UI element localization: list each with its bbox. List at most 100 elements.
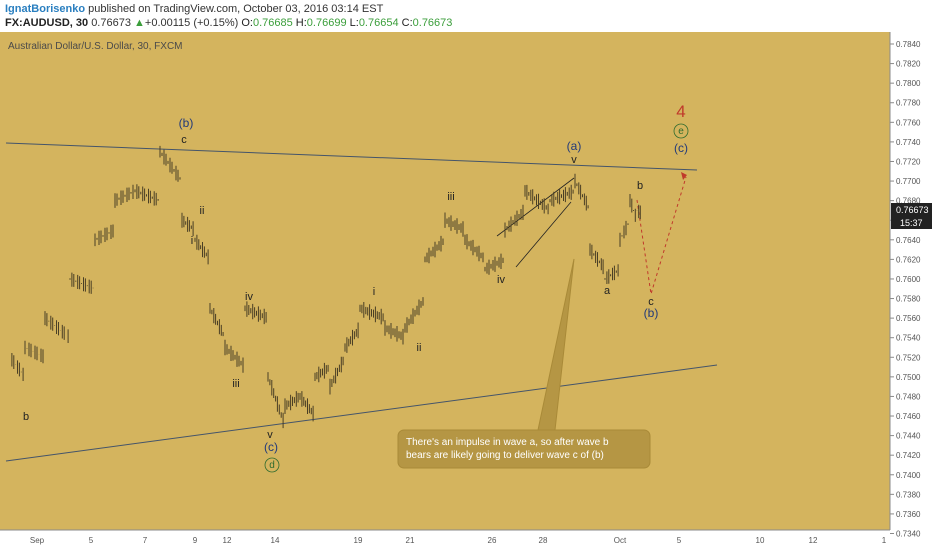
time-tick-label: 12 (223, 536, 232, 545)
price-tick-label: 0.7580 (896, 295, 921, 304)
wave-label: c (181, 134, 187, 146)
chart-header: IgnatBorisenko published on TradingView.… (0, 0, 932, 32)
price-tick-label: 0.7780 (896, 99, 921, 108)
time-tick-label: 21 (406, 536, 415, 545)
wave-label: i (373, 286, 375, 298)
wave-label: iii (447, 191, 454, 203)
wave-label-circle (264, 457, 280, 473)
wave-label: (c) (674, 141, 688, 155)
high-label: H: (295, 17, 307, 29)
high-value: 0.76699 (306, 17, 347, 29)
wave-label: (b) (644, 306, 659, 320)
chart-title: Australian Dollar/U.S. Dollar, 30, FXCM (8, 41, 183, 52)
wave-label: 4 (676, 102, 685, 121)
time-tick-label: Oct (614, 536, 627, 545)
wave-label: ii (417, 342, 422, 354)
open-label: O: (241, 17, 253, 29)
publish-info: IgnatBorisenko published on TradingView.… (5, 3, 383, 15)
price-tick-label: 0.7540 (896, 334, 921, 343)
time-tick-label: 12 (809, 536, 818, 545)
price-tick-label: 0.7520 (896, 353, 921, 362)
time-tick-label: 5 (89, 536, 94, 545)
callout-text-line: bears are likely going to deliver wave c… (406, 450, 604, 461)
price-tick-label: 0.7440 (896, 432, 921, 441)
open-value: 0.76685 (252, 17, 293, 29)
time-tick-label: 5 (677, 536, 682, 545)
price-tick-label: 0.7360 (896, 510, 921, 519)
time-tick-label: 19 (354, 536, 363, 545)
time-tick-label: 10 (756, 536, 765, 545)
last-price: 0.76673 (91, 17, 131, 29)
price-tick-label: 0.7460 (896, 412, 921, 421)
price-series (11, 145, 641, 429)
wave-label: i (191, 235, 193, 247)
price-axis (890, 32, 932, 550)
time-tick-label: 14 (271, 536, 280, 545)
annotation-callout[interactable]: There's an impulse in wave a, so after w… (397, 258, 651, 469)
price-tick-label: 0.7800 (896, 79, 921, 88)
callout-text: There's an impulse in wave a, so after w… (406, 437, 609, 461)
price-tick-label: 0.7620 (896, 255, 921, 264)
countdown-tag-label: 15:37 (900, 218, 923, 228)
price-tick-label: 0.7380 (896, 490, 921, 499)
upper-trendline (5, 142, 698, 171)
symbol-label: FX:AUDUSD, 30 (5, 17, 89, 29)
time-tick-label: 26 (488, 536, 497, 545)
channel-upper-line (496, 177, 575, 237)
countdown-tag (891, 216, 932, 229)
time-tick-label: Sep (30, 536, 45, 545)
price-chart[interactable]: Australian Dollar/U.S. Dollar, 30, FXCM … (0, 32, 932, 550)
callout-text-line: There's an impulse in wave a, so after w… (406, 437, 609, 448)
time-tick-label: 28 (539, 536, 548, 545)
projection-arrow-icon (681, 172, 687, 180)
wave-label: iii (232, 378, 239, 390)
wave-label: (b) (179, 116, 194, 130)
projection-path (636, 176, 687, 295)
price-tick-label: 0.7840 (896, 40, 921, 49)
close-label: C: (401, 17, 413, 29)
wave-label: v (267, 429, 273, 441)
time-tick-label: 1 (882, 536, 887, 545)
wave-label: a (604, 285, 611, 297)
price-tick-label: 0.7340 (896, 530, 921, 539)
price-tick-label: 0.7600 (896, 275, 921, 284)
price-tick-label: 0.7700 (896, 177, 921, 186)
wave-label: iv (245, 291, 253, 303)
channel-lower-line (515, 201, 572, 268)
price-tick-label: 0.7400 (896, 471, 921, 480)
price-change: +0.00115 (+0.15%) (144, 17, 239, 29)
time-tick-label: 7 (143, 536, 148, 545)
low-label: L: (349, 17, 359, 29)
low-value: 0.76654 (358, 17, 399, 29)
price-tick-label: 0.7560 (896, 314, 921, 323)
wave-label-circle (673, 123, 689, 139)
wave-label: iv (497, 274, 505, 286)
wave-label: ii (200, 205, 205, 217)
time-tick-label: 9 (193, 536, 198, 545)
wave-label: (c) (264, 440, 278, 454)
wave-label: (a) (567, 139, 582, 153)
published-text: published on TradingView.com, October 03… (85, 3, 384, 15)
wave-label: e (678, 126, 684, 137)
price-tick-label: 0.7640 (896, 236, 921, 245)
price-tick-label: 0.7740 (896, 138, 921, 147)
price-tick-label: 0.7760 (896, 118, 921, 127)
quote-line: FX:AUDUSD, 30 0.76673 ▲+0.00115 (+0.15%)… (5, 17, 452, 29)
callout-box (397, 429, 651, 469)
time-axis (0, 530, 890, 550)
price-tick-label: 0.7680 (896, 197, 921, 206)
last-price-tag (891, 203, 932, 216)
change-arrow-icon: ▲ (134, 17, 145, 29)
wave-label: c (648, 296, 654, 308)
price-tick-label: 0.7420 (896, 451, 921, 460)
lower-trendline (5, 364, 718, 462)
wave-label: v (571, 154, 577, 166)
wave-label: b (23, 411, 29, 423)
wave-label: b (637, 180, 643, 192)
author-name[interactable]: IgnatBorisenko (5, 3, 86, 15)
price-tick-label: 0.7500 (896, 373, 921, 382)
wave-label: d (269, 460, 275, 471)
last-price-tag-label: 0.76673 (896, 205, 929, 215)
close-value: 0.76673 (412, 17, 453, 29)
price-tick-label: 0.7480 (896, 392, 921, 401)
